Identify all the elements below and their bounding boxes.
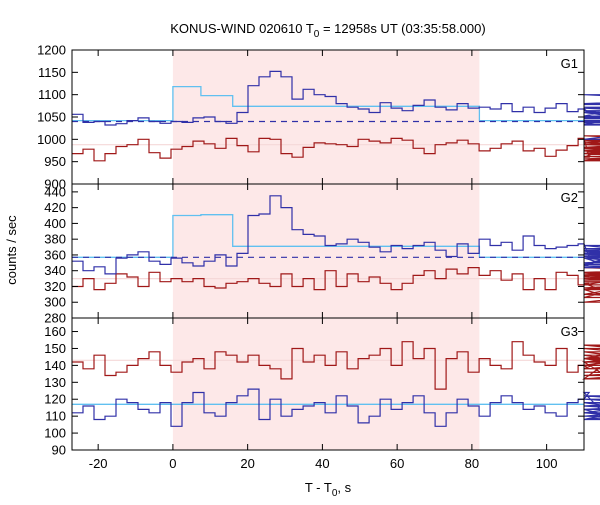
xtick-label: 80: [465, 456, 479, 471]
y-axis-title: counts / sec: [4, 215, 19, 285]
g1-ytick-label: 1000: [37, 132, 66, 147]
g3-ytick-label: 100: [44, 426, 66, 441]
g1-ytick-label: 1200: [37, 43, 66, 58]
g1-panel-label: G1: [561, 56, 578, 71]
g2-ytick-label: 340: [44, 263, 66, 278]
g3-ytick-label: 140: [44, 358, 66, 373]
g3-panel-label: G3: [561, 324, 578, 339]
xtick-label: 20: [240, 456, 254, 471]
g3-ytick-label: 160: [44, 324, 66, 339]
xtick-label: 60: [390, 456, 404, 471]
g1-red-series: [72, 135, 600, 162]
g1-ytick-label: 1100: [38, 87, 66, 102]
g1-blue-series: [72, 70, 600, 140]
xtick-label: 40: [315, 456, 329, 471]
xtick-label: 0: [169, 456, 176, 471]
g2-red-series: [72, 267, 600, 303]
g1-ytick-label: 900: [44, 177, 66, 192]
g2-ytick-label: 280: [44, 311, 66, 326]
g3-ytick-label: 110: [45, 409, 66, 424]
xtick-label: -20: [89, 456, 108, 471]
x-axis-title: T - T0, s: [305, 480, 352, 499]
g3-ytick-label: 130: [44, 375, 66, 390]
g2-ytick-label: 400: [44, 216, 66, 231]
g3-ytick-label: 90: [52, 443, 66, 458]
g2-ytick-label: 300: [44, 295, 66, 310]
chart-title: KONUS-WIND 020610 T0 = 12958s UT (03:35:…: [170, 21, 485, 40]
g1-ytick-label: 1050: [37, 110, 66, 125]
g3-frame: [71, 317, 585, 451]
g3-ytick-label: 120: [44, 392, 66, 407]
xtick-label: 100: [536, 456, 558, 471]
g1-fit-line: [72, 85, 584, 122]
g2-ytick-label: 360: [44, 247, 66, 262]
g1-ytick-label: 1150: [38, 65, 66, 80]
g1-ytick-label: 950: [44, 154, 66, 169]
highlight-band: [172, 50, 480, 450]
g3-red-series: [72, 341, 600, 390]
g3-blue-series: [72, 388, 600, 427]
g2-ytick-label: 320: [44, 279, 66, 294]
g2-ytick-label: 380: [44, 232, 66, 247]
g2-blue-series: [72, 195, 600, 275]
g2-ytick-label: 440: [44, 184, 66, 199]
g2-ytick-label: 420: [44, 200, 66, 215]
g3-ytick-label: 150: [44, 341, 66, 356]
g2-panel-label: G2: [561, 190, 578, 205]
